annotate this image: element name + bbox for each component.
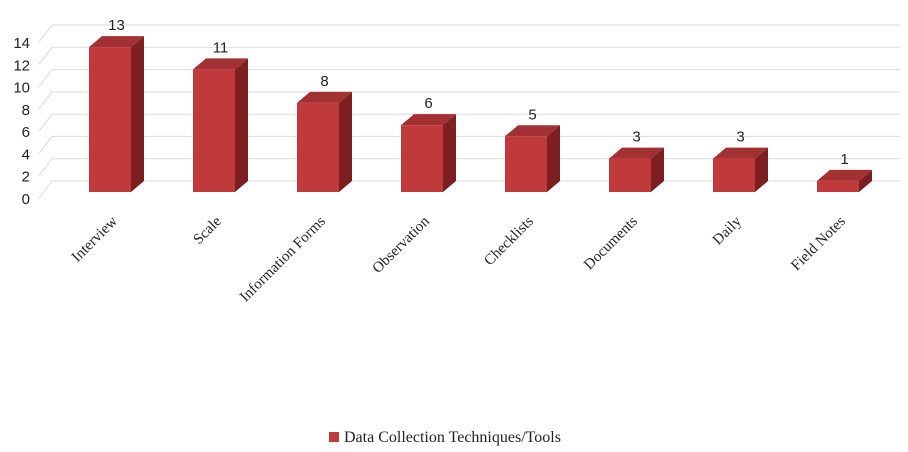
- bar-top: [401, 114, 456, 126]
- data-label: 6: [424, 95, 432, 112]
- bar-side: [547, 125, 560, 192]
- bar-top: [193, 58, 248, 70]
- y-tick-label: 0: [22, 191, 30, 208]
- x-tick-label: Interview: [69, 213, 121, 265]
- y-tick-label: 8: [22, 102, 30, 119]
- x-tick-label: Checklists: [481, 213, 537, 269]
- y-tick-label: 14: [13, 35, 30, 52]
- gridline: [38, 180, 900, 199]
- bar-front: [401, 125, 443, 192]
- y-tick-label: 10: [13, 80, 30, 97]
- data-label: 3: [736, 129, 744, 146]
- y-tick-label: 2: [22, 169, 30, 186]
- bar-front: [505, 136, 547, 192]
- bar: [193, 58, 248, 192]
- x-tick-label: Scale: [191, 213, 226, 248]
- bar-top: [713, 147, 768, 159]
- bar: [817, 169, 872, 192]
- legend-label: Data Collection Techniques/Tools: [344, 429, 561, 446]
- bar-front: [609, 158, 651, 192]
- y-tick-label: 6: [22, 124, 30, 141]
- bar-side: [651, 147, 664, 192]
- bar: [609, 147, 664, 192]
- bar-side: [443, 114, 456, 192]
- x-tick-label: Observation: [370, 213, 434, 277]
- data-label: 11: [213, 39, 229, 56]
- data-label: 5: [528, 106, 536, 123]
- x-tick-label: Information Forms: [237, 213, 329, 305]
- legend-swatch: [329, 432, 339, 442]
- gridline: [38, 113, 900, 132]
- bar-front: [297, 102, 339, 192]
- data-label: 1: [840, 151, 848, 168]
- gridline: [38, 135, 900, 154]
- gridline: [38, 46, 900, 65]
- bar-front: [713, 158, 755, 192]
- bar-front: [89, 47, 131, 193]
- bar-side: [235, 58, 248, 192]
- bar: [297, 91, 352, 192]
- bar-side: [859, 169, 872, 192]
- data-label: 13: [108, 17, 125, 34]
- gridline: [38, 69, 900, 87]
- gridline: [38, 158, 900, 177]
- bar-side: [131, 36, 144, 193]
- bar-top: [89, 36, 144, 48]
- bar-top: [817, 169, 872, 181]
- bar-front: [817, 180, 859, 192]
- bar-side: [339, 91, 352, 192]
- bars: [89, 36, 872, 193]
- legend: Data Collection Techniques/Tools: [329, 429, 561, 446]
- bar: [713, 147, 768, 192]
- x-tick-label: Daily: [710, 213, 745, 248]
- bar: [505, 125, 560, 192]
- gridline: [38, 24, 900, 43]
- bar-side: [755, 147, 768, 192]
- bar: [401, 114, 456, 192]
- gridline: [38, 91, 900, 110]
- y-axis-ticks: 0 2 4 6 8 10 12 14: [13, 35, 30, 208]
- y-tick-label: 4: [22, 146, 30, 163]
- bar-top: [505, 125, 560, 137]
- bar: [89, 36, 144, 193]
- data-labels: 13 11 8 6 5 3 3 1: [108, 17, 849, 168]
- bar-top: [609, 147, 664, 159]
- data-label: 8: [320, 73, 328, 90]
- bar-front: [193, 69, 235, 192]
- gridlines: [38, 24, 900, 199]
- x-axis-ticks: Interview Scale Information Forms Observati…: [69, 213, 849, 305]
- x-tick-label: Field Notes: [788, 213, 849, 274]
- bar-top: [297, 91, 352, 103]
- x-tick-label: Documents: [581, 213, 641, 273]
- data-label: 3: [632, 129, 640, 146]
- y-tick-label: 12: [13, 57, 30, 74]
